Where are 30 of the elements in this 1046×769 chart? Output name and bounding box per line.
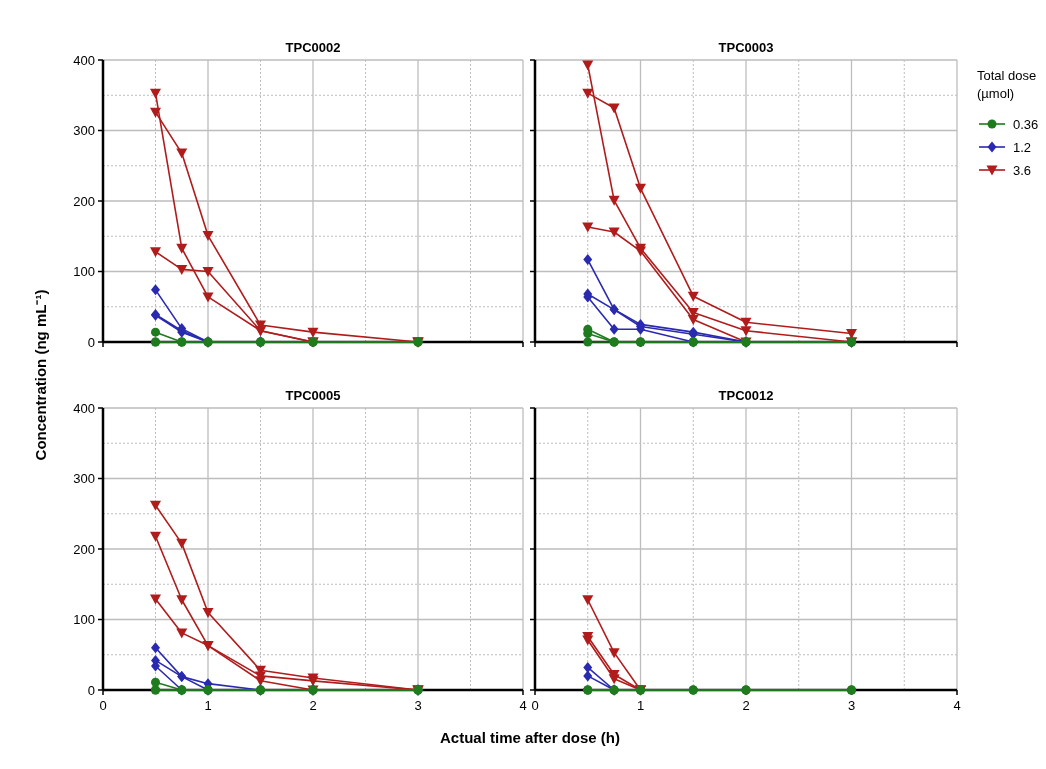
y-tick-label: 400 (73, 400, 95, 416)
y-tick-label: 100 (73, 264, 95, 279)
y-tick-label: 200 (73, 541, 95, 557)
x-axis-title: Actual time after dose (h) (439, 729, 621, 746)
x-tick-label: 0 (99, 698, 107, 713)
x-tick-label: 2 (742, 698, 750, 713)
y-tick-label: 100 (73, 612, 95, 627)
y-tick-label: 400 (73, 52, 95, 68)
x-tick-label: 1 (636, 698, 645, 713)
legend-title: Total dose (µmol) (977, 68, 1037, 101)
x-tick-label: 3 (414, 698, 422, 713)
legend-label: 1.2 (1013, 140, 1032, 155)
y-tick-label: 0 (87, 682, 95, 698)
x-tick-label: 4 (953, 698, 961, 713)
y-tick-label: 300 (73, 471, 95, 486)
y-tick-label: 300 (73, 123, 95, 138)
chart-title: TPC0002 (285, 40, 341, 55)
legend-label: 3.6 (1013, 163, 1032, 178)
x-tick-label: 2 (309, 698, 317, 713)
chart-title: TPC0003 (718, 40, 774, 55)
chart-title: TPC0012 (718, 388, 774, 403)
legend-label: 0.36 (1013, 117, 1039, 132)
y-axis-title: Concentration (ng mL⁻¹) (32, 289, 49, 461)
x-tick-label: 4 (519, 698, 527, 713)
y-tick-label: 200 (73, 193, 95, 209)
x-tick-label: 0 (531, 698, 539, 713)
y-tick-label: 0 (87, 334, 95, 350)
x-tick-label: 3 (847, 698, 856, 713)
x-tick-label: 1 (204, 698, 212, 713)
chart-title: TPC0005 (285, 388, 341, 403)
